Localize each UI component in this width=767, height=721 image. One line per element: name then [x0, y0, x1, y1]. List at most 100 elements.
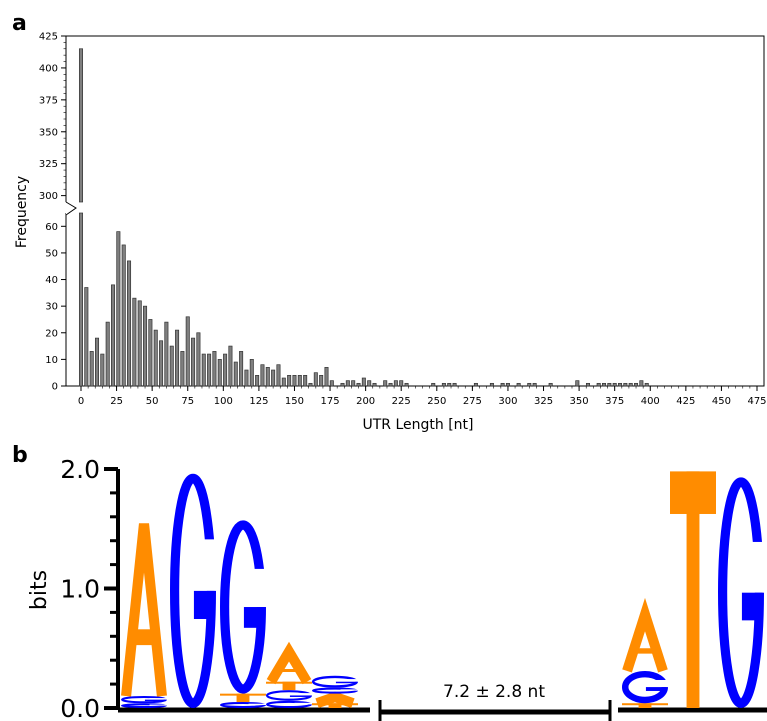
- bar: [473, 382, 478, 387]
- bar: [260, 364, 265, 387]
- x-tick-label: 25: [110, 396, 123, 407]
- bar: [447, 382, 452, 387]
- logo-letter-A: [121, 523, 167, 697]
- logo-y-axis-label: bits: [27, 570, 52, 610]
- bar: [602, 382, 607, 387]
- x-tick-label: 350: [570, 396, 589, 407]
- bar: [276, 364, 281, 387]
- logo-letter-gap: [198, 539, 217, 591]
- logo-letter-gap: [149, 704, 168, 706]
- y-tick-label: 350: [39, 127, 58, 138]
- y-tick-label: 425: [39, 32, 58, 43]
- bar: [292, 375, 297, 387]
- y-tick-label: 40: [45, 275, 58, 286]
- bar: [393, 380, 398, 387]
- bar: [212, 351, 217, 387]
- plot-frame: [65, 35, 765, 387]
- x-tick-label: 225: [392, 396, 411, 407]
- bar: [644, 382, 649, 387]
- logo-letter-G: [193, 590, 215, 619]
- logo-letter-A: [277, 668, 301, 673]
- bar: [127, 260, 132, 387]
- logo-letter-A: [315, 691, 355, 709]
- panel-b-label: b: [12, 443, 28, 468]
- y-tick-label: 30: [45, 302, 58, 313]
- x-tick-label: 150: [285, 396, 304, 407]
- bar: [404, 382, 409, 387]
- bar: [207, 353, 212, 387]
- bar: [78, 212, 84, 387]
- bar: [201, 353, 206, 387]
- bar: [329, 380, 334, 387]
- bar: [191, 337, 196, 387]
- bar: [121, 244, 126, 387]
- bar: [137, 300, 142, 387]
- bar: [324, 367, 329, 387]
- bar: [548, 382, 553, 387]
- y-tick-label: 325: [39, 159, 58, 170]
- bar: [196, 332, 201, 387]
- bar: [618, 382, 623, 387]
- bar: [527, 382, 532, 387]
- bar: [169, 345, 174, 387]
- bar: [441, 382, 446, 387]
- bar: [185, 316, 190, 387]
- bar: [159, 340, 164, 387]
- bar: [239, 351, 244, 387]
- bar: [111, 284, 116, 387]
- y-tick-label: 60: [45, 222, 58, 233]
- x-tick-label: 200: [356, 396, 375, 407]
- logo-y-tick-label: 0.0: [60, 694, 100, 721]
- logo-letter-T: [236, 693, 250, 703]
- logo-letter-G: [645, 687, 667, 691]
- logo-letter-gap: [650, 679, 669, 688]
- logo-letter-G: [144, 699, 166, 702]
- bar: [351, 380, 356, 387]
- y-tick-label: 10: [45, 355, 58, 366]
- y-tick-label: 0: [52, 382, 58, 393]
- y-axis-label: Frequency: [14, 176, 30, 248]
- x-tick-label: 50: [146, 396, 159, 407]
- x-tick-label: 275: [463, 396, 482, 407]
- bar: [223, 353, 228, 387]
- histogram: 0 25 50 75 100 125 150 175 200 225 250 275 300 325 350…: [39, 32, 767, 408]
- bar: [431, 382, 436, 387]
- bar: [340, 382, 345, 387]
- bar: [95, 337, 100, 387]
- logo-letter-T: [282, 681, 296, 691]
- logo-letter-G: [741, 592, 763, 621]
- logo-letter-A: [633, 648, 657, 654]
- logo-letter-gap: [340, 679, 359, 682]
- logo-letter-A: [622, 597, 668, 673]
- bar: [148, 319, 153, 387]
- logo-letter-gap: [248, 568, 267, 608]
- x-tick-label: 425: [676, 396, 695, 407]
- bar: [383, 380, 388, 387]
- bar: [233, 361, 238, 387]
- bar: [255, 375, 260, 387]
- bar: [180, 351, 185, 387]
- bar: [516, 382, 521, 387]
- bar: [623, 382, 628, 387]
- x-tick-label: 125: [249, 396, 268, 407]
- bar: [639, 380, 644, 387]
- bar: [596, 382, 601, 387]
- bar: [345, 380, 350, 387]
- logo-letter-A: [132, 629, 156, 646]
- x-tick-label: 300: [498, 396, 517, 407]
- logo-letter-G: [243, 607, 265, 628]
- bar: [585, 382, 591, 387]
- bar: [143, 305, 148, 387]
- bar: [532, 382, 537, 387]
- bar: [281, 377, 286, 387]
- bar: [367, 380, 372, 387]
- x-tick-label: 375: [605, 396, 624, 407]
- x-tick-label: 250: [427, 396, 446, 407]
- logo-letter-gap: [149, 698, 168, 700]
- logo-letter-gap: [746, 541, 765, 593]
- logo-letter-gap: [294, 693, 313, 696]
- x-tick-label: 0: [78, 396, 84, 407]
- bar: [287, 375, 292, 387]
- bar: [575, 380, 580, 387]
- x-tick-label: 400: [641, 396, 660, 407]
